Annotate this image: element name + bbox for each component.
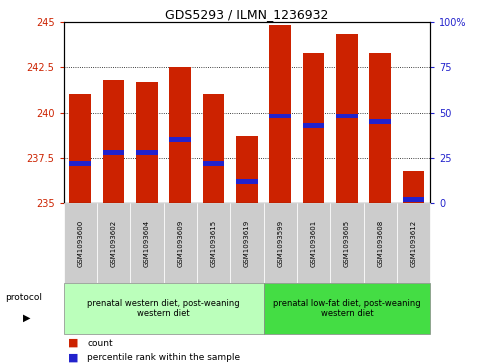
- Text: GSM1093615: GSM1093615: [210, 220, 216, 267]
- Bar: [169, 67, 191, 203]
- Bar: [269, 25, 290, 203]
- Text: GSM1093604: GSM1093604: [143, 220, 150, 267]
- Bar: [102, 80, 124, 203]
- Bar: [136, 150, 158, 155]
- Bar: [69, 94, 91, 203]
- Text: GSM1093601: GSM1093601: [310, 220, 316, 267]
- Bar: [402, 197, 424, 202]
- Bar: [69, 161, 91, 166]
- Text: count: count: [87, 339, 112, 347]
- Text: GSM1093605: GSM1093605: [343, 220, 349, 267]
- Bar: [302, 53, 324, 203]
- Bar: [335, 114, 357, 118]
- Text: ▶: ▶: [23, 313, 31, 323]
- Bar: [102, 150, 124, 155]
- Text: GSM1093619: GSM1093619: [244, 220, 249, 267]
- Bar: [169, 138, 191, 142]
- Text: GSM1093599: GSM1093599: [277, 220, 283, 267]
- Text: percentile rank within the sample: percentile rank within the sample: [87, 353, 240, 362]
- Bar: [136, 82, 158, 203]
- Bar: [302, 123, 324, 127]
- Text: protocol: protocol: [5, 293, 42, 302]
- Text: GSM1093600: GSM1093600: [77, 220, 83, 267]
- Text: ■: ■: [68, 352, 79, 363]
- Text: GSM1093602: GSM1093602: [110, 220, 116, 267]
- Bar: [335, 34, 357, 203]
- Bar: [269, 114, 290, 118]
- Bar: [369, 119, 390, 124]
- Text: prenatal western diet, post-weaning
western diet: prenatal western diet, post-weaning west…: [87, 299, 240, 318]
- Bar: [236, 136, 257, 203]
- Bar: [369, 53, 390, 203]
- Text: ■: ■: [68, 338, 79, 348]
- Text: GSM1093609: GSM1093609: [177, 220, 183, 267]
- Title: GDS5293 / ILMN_1236932: GDS5293 / ILMN_1236932: [165, 8, 328, 21]
- Bar: [203, 94, 224, 203]
- Bar: [236, 179, 257, 184]
- Text: GSM1093608: GSM1093608: [377, 220, 383, 267]
- Bar: [203, 161, 224, 166]
- Text: GSM1093612: GSM1093612: [410, 220, 416, 267]
- Bar: [402, 171, 424, 203]
- Text: prenatal low-fat diet, post-weaning
western diet: prenatal low-fat diet, post-weaning west…: [273, 299, 420, 318]
